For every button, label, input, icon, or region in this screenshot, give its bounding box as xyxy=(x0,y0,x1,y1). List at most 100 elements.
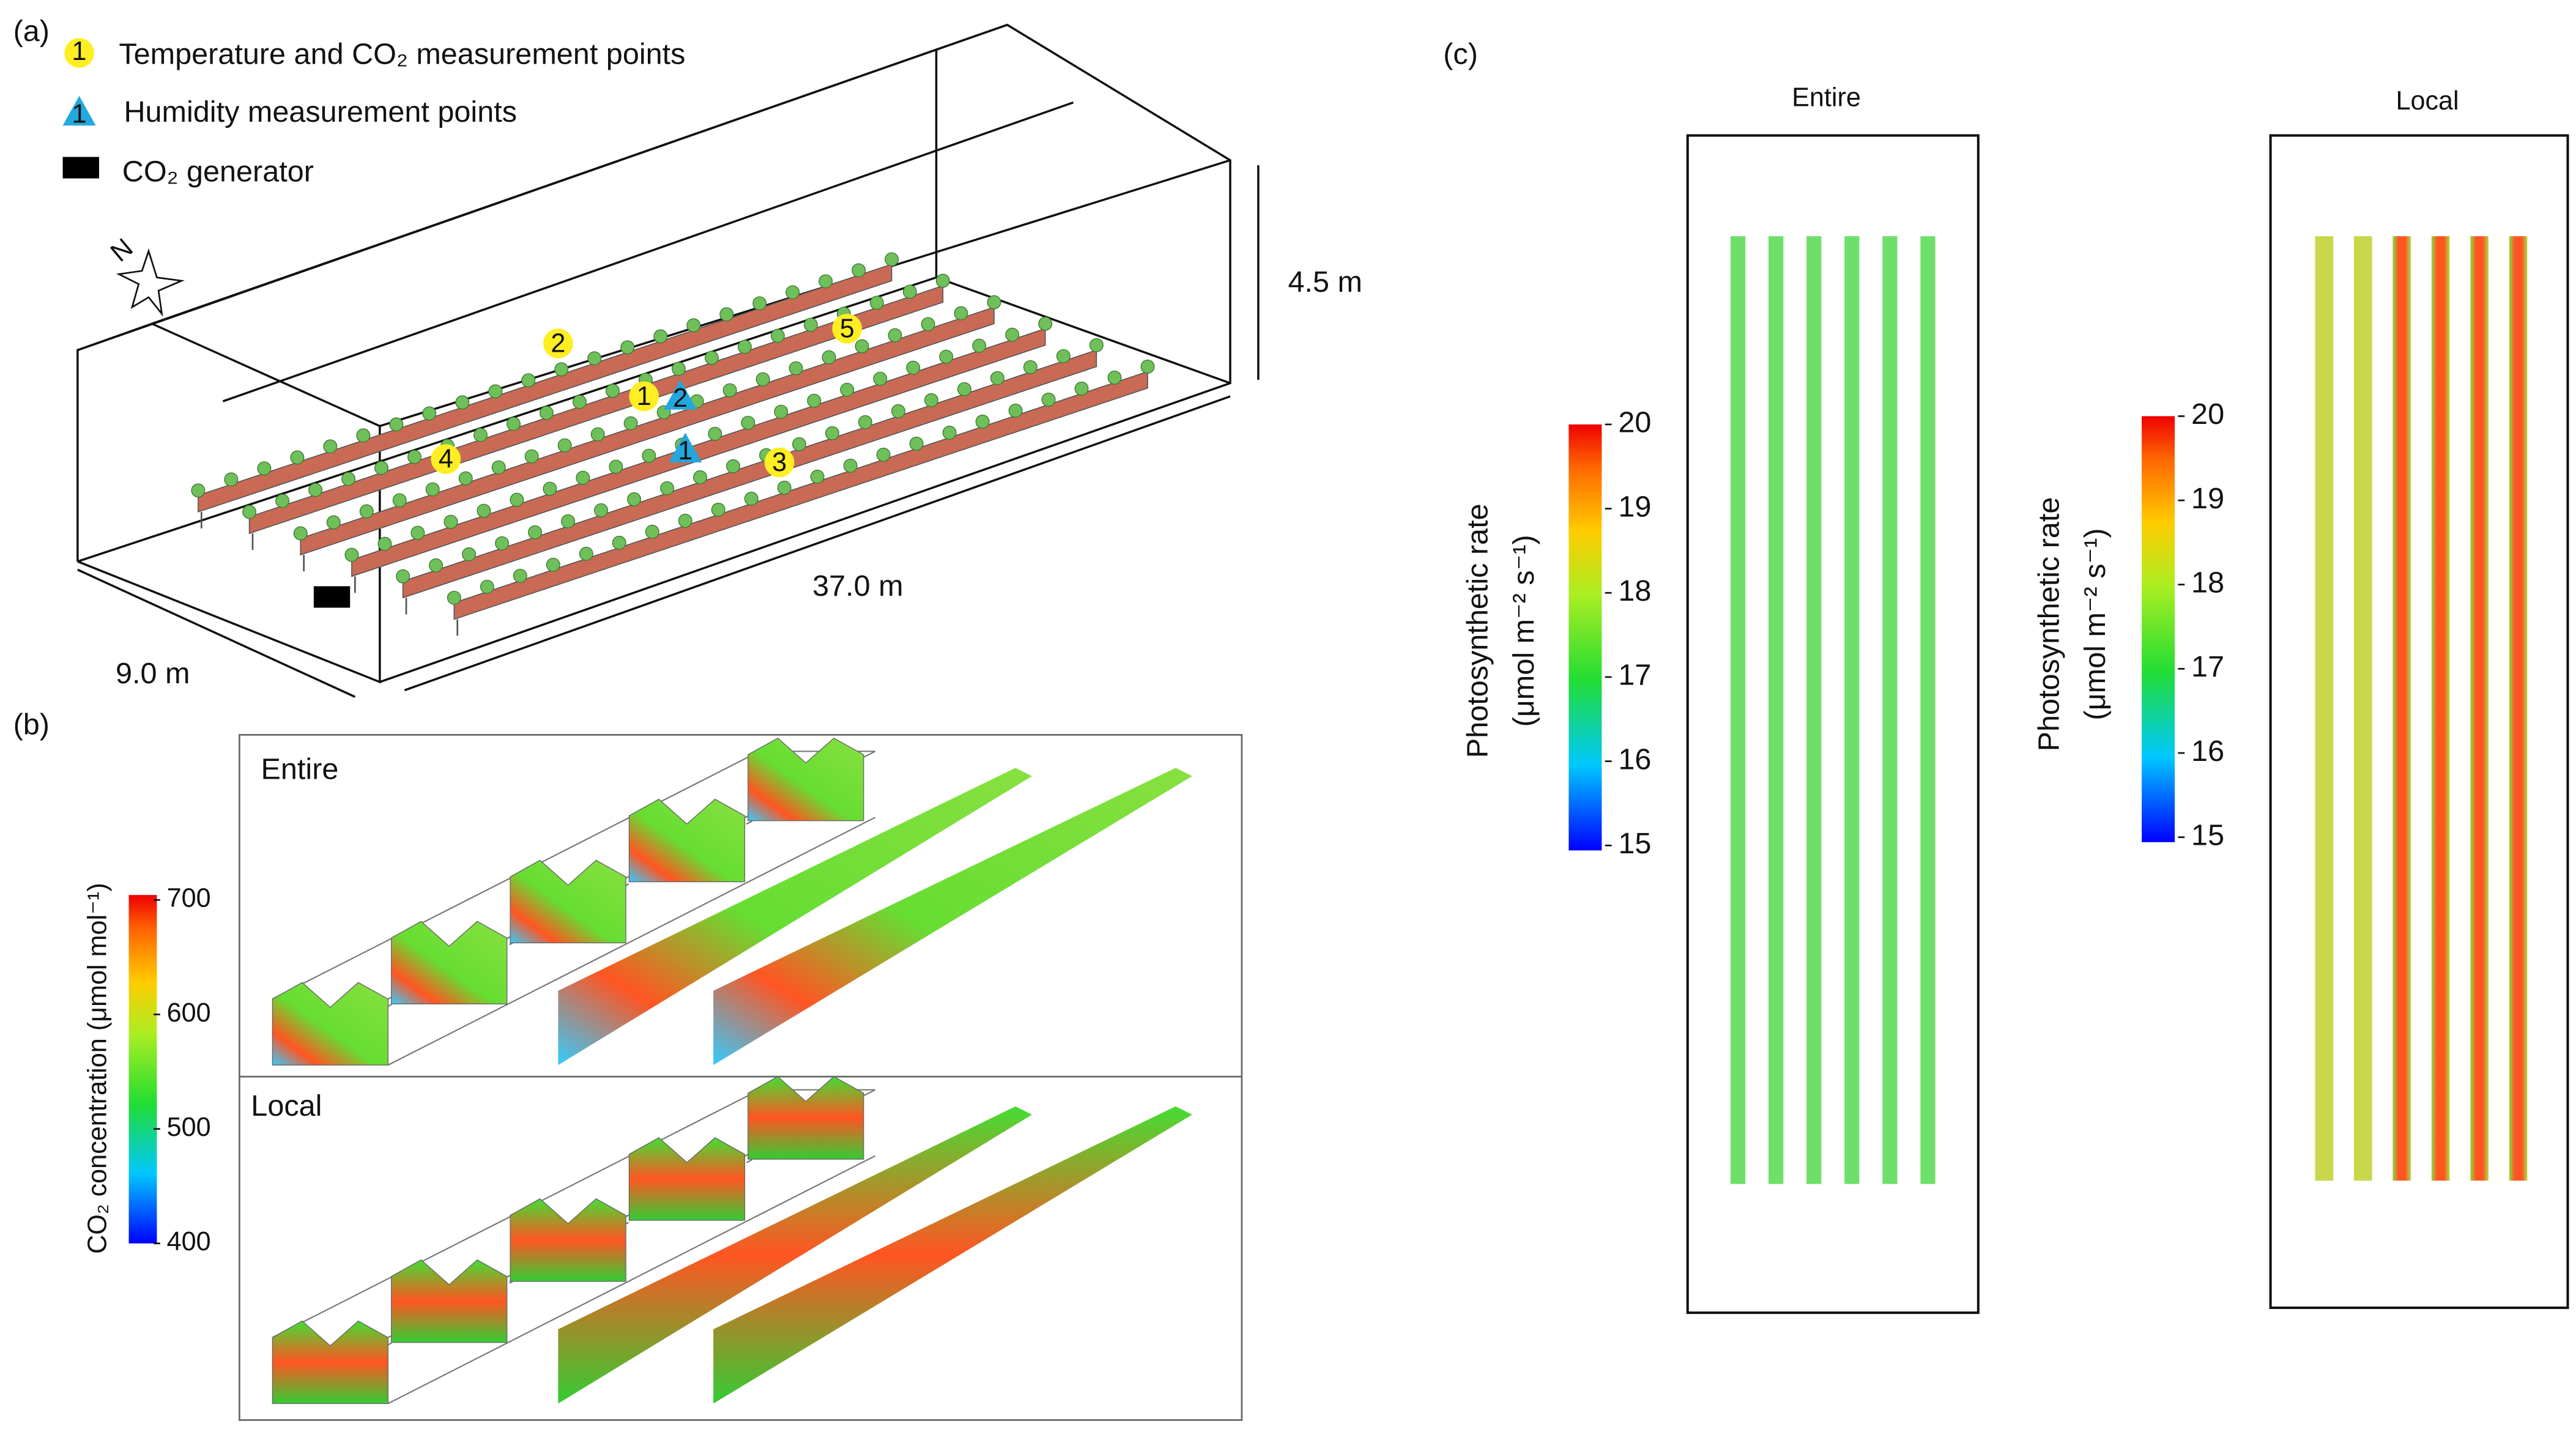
duct-outline xyxy=(387,1155,876,1404)
plant xyxy=(488,384,503,399)
plant xyxy=(840,382,855,397)
plant xyxy=(191,483,206,498)
plant xyxy=(257,461,272,476)
canopy-stripe xyxy=(1806,236,1822,1184)
plant xyxy=(275,494,290,508)
plant xyxy=(396,569,410,584)
plant xyxy=(770,328,785,343)
plant xyxy=(972,338,987,353)
plant xyxy=(491,460,506,475)
plant xyxy=(513,568,527,583)
legend-marker-label: 1 xyxy=(72,99,87,128)
plant xyxy=(224,472,239,487)
plant xyxy=(741,415,755,430)
plant xyxy=(1038,316,1053,331)
plant xyxy=(473,428,488,442)
colorbar xyxy=(128,895,157,1244)
plant xyxy=(377,536,392,551)
plant xyxy=(444,514,458,529)
cross-section xyxy=(391,1259,508,1343)
plant xyxy=(590,427,605,442)
cross-section xyxy=(628,798,746,883)
plant xyxy=(803,317,818,332)
plant xyxy=(873,371,888,386)
plant xyxy=(374,461,389,475)
legend-humidity-marker xyxy=(62,95,96,126)
plant xyxy=(507,417,521,431)
colorbar-tick-label: 19 xyxy=(2191,482,2224,515)
cross-section xyxy=(628,1137,746,1221)
plant xyxy=(902,284,917,299)
plant xyxy=(540,406,554,420)
colorbar-tick-label: 19 xyxy=(1618,490,1651,523)
plant xyxy=(341,472,356,486)
colorbar-tick-label: 18 xyxy=(1618,574,1651,607)
plant xyxy=(480,579,494,594)
plant xyxy=(704,350,719,365)
plant xyxy=(909,436,924,451)
plant xyxy=(290,450,305,465)
plant xyxy=(623,416,638,431)
colorbar xyxy=(1568,424,1602,851)
temperature-point xyxy=(543,328,573,358)
canopy-stripe xyxy=(2392,236,2411,1181)
plant xyxy=(422,406,437,421)
plant xyxy=(543,481,557,496)
plant xyxy=(818,274,833,289)
plant xyxy=(344,547,359,562)
plant xyxy=(645,524,659,539)
cross-section xyxy=(510,859,626,944)
plant xyxy=(359,504,374,519)
colorbar-tick-label: 400 xyxy=(167,1227,211,1256)
plant xyxy=(789,361,803,376)
plant xyxy=(510,492,524,507)
legend-text: Temperature and CO₂ measurement points xyxy=(119,38,685,71)
colorbar-tick-label: 16 xyxy=(1618,743,1651,776)
plant xyxy=(726,459,740,473)
point-label: 1 xyxy=(678,436,692,465)
canopy-stripe xyxy=(2431,236,2450,1181)
panel-label: (a) xyxy=(13,15,50,48)
plant xyxy=(605,384,620,398)
colorbar-tick-label: 20 xyxy=(2191,398,2224,431)
plant xyxy=(447,590,461,605)
plant xyxy=(620,340,635,355)
plant xyxy=(852,263,866,278)
plant xyxy=(671,362,686,376)
dimension-line xyxy=(404,395,1231,692)
colorbar-title: Photosynthetic rate xyxy=(1461,503,1494,758)
plant xyxy=(891,404,905,418)
plant xyxy=(660,481,675,495)
colorbar-tick-label: 16 xyxy=(2191,735,2224,768)
plant xyxy=(642,448,656,463)
point-label: 3 xyxy=(772,448,787,477)
plant xyxy=(293,526,308,541)
plant xyxy=(653,329,668,344)
point-label: 2 xyxy=(673,384,688,413)
canopy-stripe xyxy=(2470,236,2489,1181)
colorbar-tick-label: 15 xyxy=(2191,819,2224,852)
plant xyxy=(885,252,899,267)
plant xyxy=(561,514,576,528)
plant xyxy=(594,503,609,517)
view-label: Entire xyxy=(1792,83,1861,112)
plant xyxy=(557,438,572,453)
plant xyxy=(678,513,692,528)
plant xyxy=(1140,359,1155,374)
plane-slice xyxy=(558,1106,1033,1404)
panel-label: (b) xyxy=(13,708,50,741)
cross-section xyxy=(272,982,389,1066)
plant xyxy=(855,339,869,354)
plant xyxy=(429,558,444,573)
plant xyxy=(323,439,338,454)
plant xyxy=(810,469,825,484)
plant xyxy=(987,295,1001,310)
plane-slice xyxy=(558,768,1033,1066)
cross-section xyxy=(391,921,508,1005)
plant xyxy=(627,492,642,506)
plant xyxy=(744,491,759,506)
humidity-point xyxy=(669,432,702,462)
plant xyxy=(1008,403,1023,418)
plant xyxy=(528,525,543,540)
dimension-label: 9.0 m xyxy=(116,657,190,690)
